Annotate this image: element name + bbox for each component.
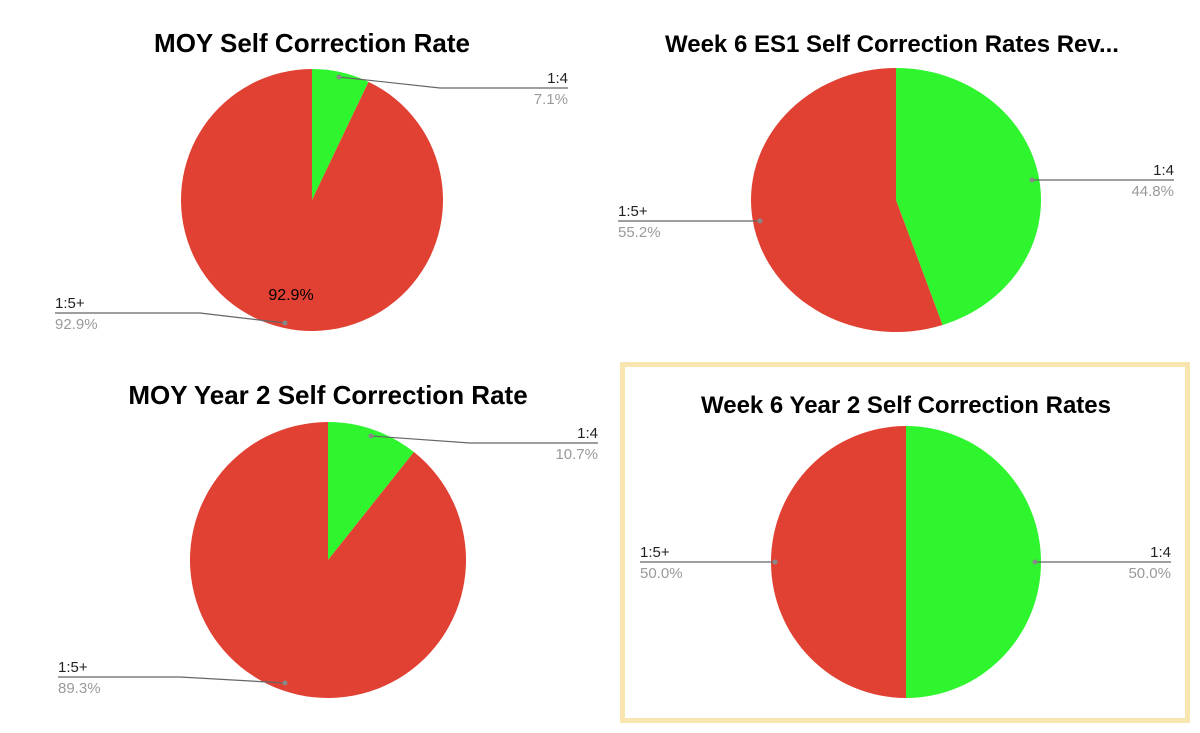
slice-percent-label: 50.0% [640, 565, 683, 582]
slice-label: 1:4 10.7% [368, 425, 598, 463]
leader-dot [772, 559, 778, 565]
chart-title: MOY Year 2 Self Correction Rate [128, 380, 527, 410]
slice-label: 1:4 44.8% [1029, 162, 1174, 200]
slice-label: 1:5+ 50.0% [640, 544, 778, 582]
chart-week6-es1-self-correction: 1:4 44.8% 1:5+ 55.2% Week 6 ES1 Self Correct… [600, 0, 1200, 366]
slice-name-label: 1:4 [577, 425, 598, 442]
pie-slices [181, 69, 444, 331]
pie-slice-1-4 [328, 422, 414, 560]
pie-chart-svg: 1:4 10.7% 1:5+ 89.3% MOY Year 2 Self Correct… [58, 380, 598, 698]
slice-name-label: 1:5+ [618, 203, 648, 220]
pie-slice-1-5 [771, 426, 906, 698]
leader-dot [1032, 559, 1038, 565]
chart-moy-self-correction: 1:4 7.1% 1:5+ 92.9% 92.9% MOY Self Correction… [0, 0, 600, 366]
leader-line [58, 676, 286, 684]
leader-dot [336, 74, 342, 80]
pie-slices [750, 68, 1041, 332]
slice-inside-label: 92.9% [268, 287, 313, 304]
pie-slices [771, 426, 1041, 698]
pie-slices [190, 422, 467, 698]
leader-line [338, 76, 568, 89]
slice-percent-label: 50.0% [1128, 565, 1171, 582]
pie-chart-svg: 1:4 44.8% 1:5+ 55.2% Week 6 ES1 Self Correct… [618, 31, 1174, 332]
leader-line [370, 435, 598, 444]
slice-name-label: 1:4 [547, 70, 568, 87]
pie-slice-1-5 [750, 68, 943, 332]
slice-percent-label: 89.3% [58, 680, 101, 697]
pie-slice-1-4 [906, 426, 1041, 698]
pie-chart-svg: 1:4 7.1% 1:5+ 92.9% 92.9% MOY Self Correction… [55, 28, 568, 333]
slice-label: 1:4 50.0% [1032, 544, 1171, 582]
leader-dot [282, 680, 288, 686]
pie-slice-1-4 [312, 69, 369, 200]
pie-chart-svg: 1:4 50.0% 1:5+ 50.0% Week 6 Year 2 Self Corr… [640, 392, 1171, 698]
leader-dot [368, 433, 374, 439]
slice-name-label: 1:4 [1153, 162, 1174, 179]
leader-dot [282, 320, 288, 326]
slice-percent-label: 10.7% [555, 446, 598, 463]
slice-label: 1:4 7.1% [336, 70, 568, 108]
slice-name-label: 1:5+ [640, 544, 670, 561]
chart-title: Week 6 ES1 Self Correction Rates Rev... [665, 31, 1119, 58]
slice-label: 1:5+ 92.9% [55, 295, 288, 333]
slice-percent-label: 7.1% [534, 91, 568, 108]
chart-title: MOY Self Correction Rate [154, 28, 470, 58]
chart-week6-year2-self-correction: 1:4 50.0% 1:5+ 50.0% Week 6 Year 2 Self Corr… [620, 362, 1190, 723]
pie-slice-1-5 [181, 69, 444, 331]
slice-name-label: 1:5+ [58, 659, 88, 676]
chart-title: Week 6 Year 2 Self Correction Rates [701, 392, 1111, 419]
slice-label: 1:5+ 55.2% [618, 203, 763, 241]
leader-dot [757, 218, 763, 224]
leader-line [55, 312, 286, 324]
slice-percent-label: 92.9% [55, 316, 98, 333]
slice-percent-label: 44.8% [1131, 183, 1174, 200]
leader-dot [1029, 177, 1035, 183]
chart-moy-year2-self-correction: 1:4 10.7% 1:5+ 89.3% MOY Year 2 Self Correct… [0, 366, 600, 733]
slice-percent-label: 55.2% [618, 224, 661, 241]
slice-name-label: 1:5+ [55, 295, 85, 312]
pie-slice-1-5 [190, 422, 467, 698]
slice-label: 1:5+ 89.3% [58, 659, 288, 697]
pie-slice-1-4 [896, 68, 1041, 326]
slice-name-label: 1:4 [1150, 544, 1171, 561]
